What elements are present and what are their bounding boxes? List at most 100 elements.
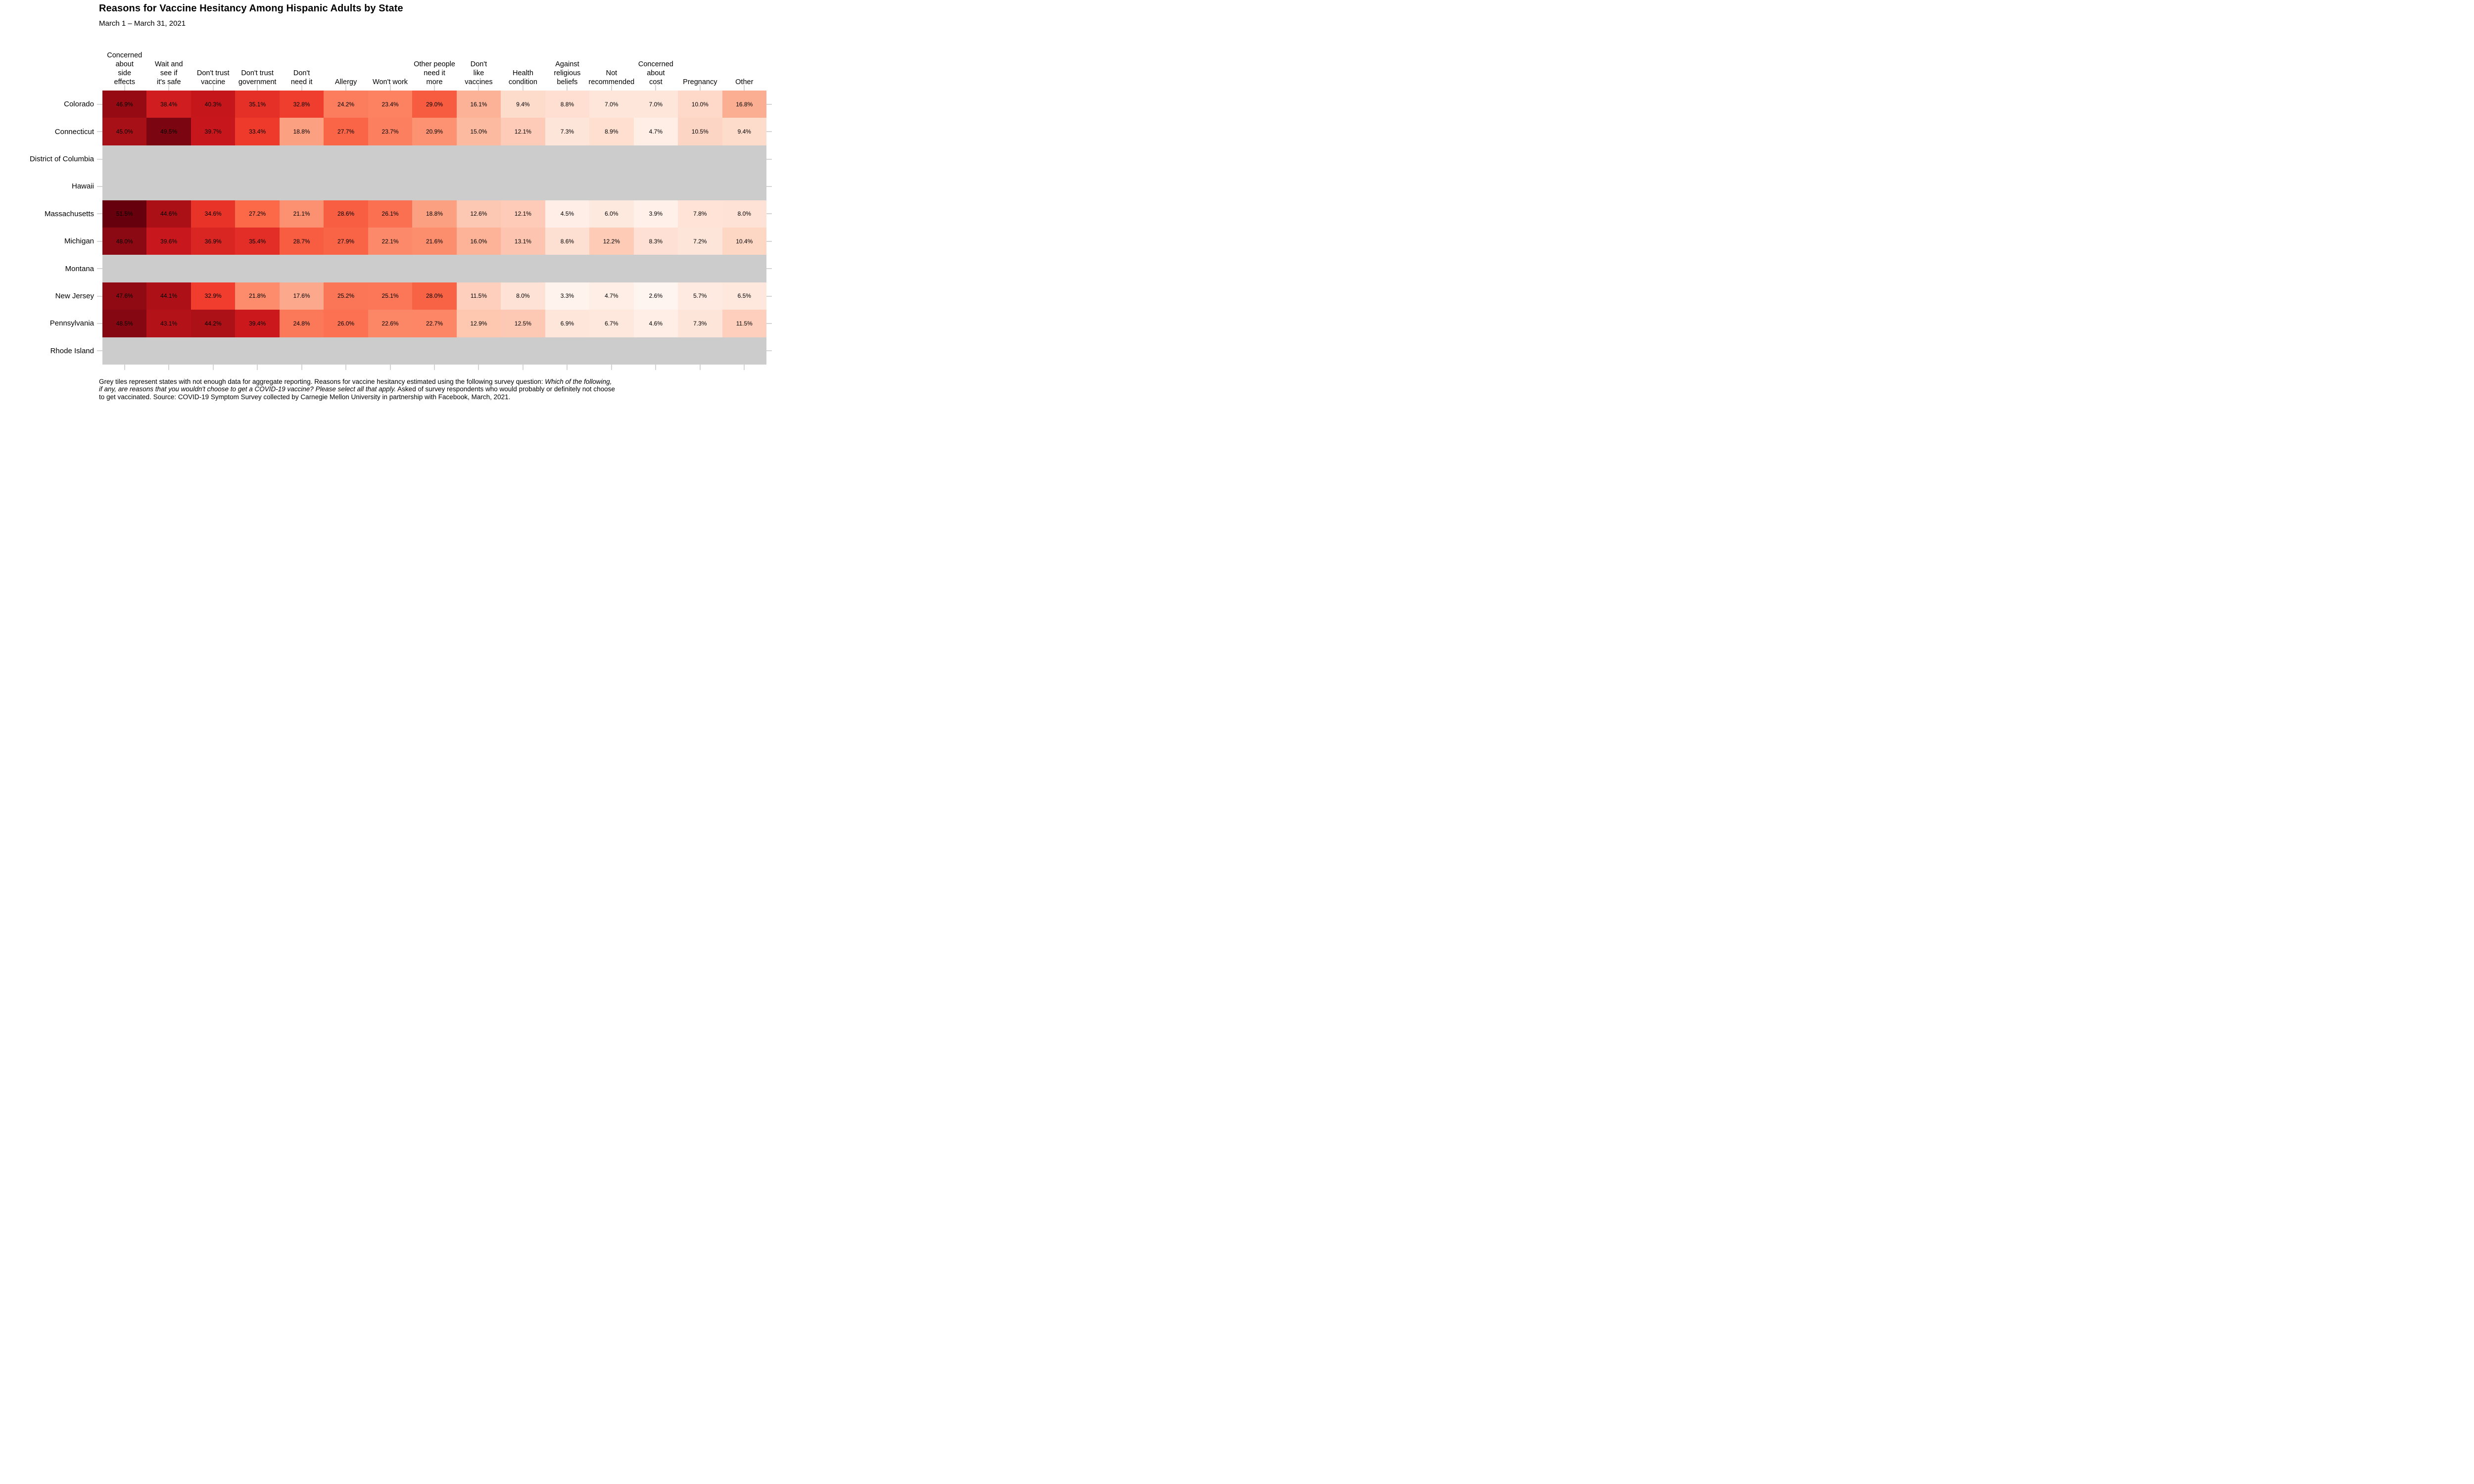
column-header: Pregnancy	[678, 45, 722, 87]
column-header-text: Don't trust government	[238, 69, 277, 87]
heatmap-cell: 9.4%	[501, 91, 545, 118]
axis-tick	[766, 158, 772, 160]
axis-tick	[766, 268, 772, 270]
row-labels: Colorado Connecticut District of Columbia H…	[0, 91, 94, 365]
tick-slot	[766, 91, 772, 118]
tick-slot	[678, 85, 722, 91]
heatmap-cell-missing	[633, 337, 678, 365]
axis-tick	[301, 365, 302, 370]
heatmap-cell-missing	[102, 145, 147, 173]
column-header-line: Other	[735, 78, 754, 86]
axis-tick	[766, 323, 772, 324]
axis-tick	[168, 85, 170, 91]
heatmap-cell: 6.0%	[589, 200, 634, 228]
column-header-line: more	[426, 78, 443, 86]
column-header: Don't like vaccines	[457, 45, 501, 87]
column-header-line: Concerned	[638, 60, 673, 68]
tick-slot	[280, 85, 324, 91]
heatmap-cell: 4.7%	[589, 282, 634, 310]
axis-tick	[389, 365, 391, 370]
axis-tick	[744, 85, 745, 91]
heatmap-cell: 49.5%	[146, 118, 191, 145]
heatmap-cell-missing	[589, 255, 634, 282]
heatmap-cell: 44.2%	[190, 310, 236, 337]
axis-tick	[212, 365, 214, 370]
column-header-line: Pregnancy	[683, 78, 717, 86]
heatmap-cell: 3.3%	[545, 282, 590, 310]
axis-tick	[478, 365, 479, 370]
heatmap-cell-missing	[235, 145, 280, 173]
heatmap-cell-missing	[235, 337, 280, 365]
heatmap-cell: 23.7%	[368, 118, 413, 145]
heatmap-cell: 12.9%	[456, 310, 501, 337]
footnote: Grey tiles represent states with not eno…	[99, 378, 615, 401]
tick-slot	[501, 85, 545, 91]
heatmap-cell-missing	[324, 145, 368, 173]
heatmap-cell-missing	[324, 173, 368, 200]
axis-tick	[97, 240, 102, 242]
row-label: Michigan	[64, 237, 94, 246]
column-header-line: like	[473, 69, 484, 77]
tick-slot	[589, 365, 633, 370]
tick-slot	[766, 310, 772, 337]
heatmap-cell: 23.4%	[368, 91, 413, 118]
heatmap-cell: 7.8%	[678, 200, 722, 228]
axis-tick	[766, 240, 772, 242]
heatmap-cell-missing	[633, 145, 678, 173]
heatmap-cell: 10.4%	[722, 228, 766, 255]
heatmap-cell: 22.6%	[368, 310, 413, 337]
footnote-segment: Asked of survey respondents who would pr…	[396, 385, 615, 393]
heatmap-cell: 11.5%	[722, 310, 766, 337]
tick-slot	[97, 228, 102, 255]
heatmap-cell: 7.2%	[678, 228, 722, 255]
heatmap-cell-missing	[235, 173, 280, 200]
column-header: Don't need it	[280, 45, 324, 87]
column-header-line: condition	[508, 78, 537, 86]
heatmap-cell: 8.0%	[722, 200, 766, 228]
heatmap-cell: 35.1%	[235, 91, 280, 118]
heatmap-cell: 51.5%	[102, 200, 147, 228]
tick-slot	[412, 85, 456, 91]
column-header-text: Don't trust vaccine	[197, 69, 230, 87]
axis-tick	[567, 85, 568, 91]
heatmap-cell: 22.1%	[368, 228, 413, 255]
heatmap-cell-missing	[501, 145, 545, 173]
tick-slot	[146, 85, 190, 91]
column-header-line: Health	[512, 69, 533, 77]
heatmap-cell-missing	[102, 255, 147, 282]
heatmap-cell-missing	[722, 145, 766, 173]
axis-tick	[434, 365, 435, 370]
axis-tick	[97, 131, 102, 133]
heatmap-cell-missing	[368, 145, 413, 173]
column-header-line: about	[115, 60, 134, 68]
heatmap-cell: 7.3%	[678, 310, 722, 337]
column-header-line: Don't trust	[241, 69, 274, 77]
tick-slot	[235, 85, 279, 91]
tick-slot	[102, 85, 146, 91]
axis-tick	[766, 295, 772, 297]
heatmap-cell-missing	[368, 173, 413, 200]
column-header: Not recommended	[589, 45, 635, 87]
row-label: New Jersey	[55, 292, 94, 301]
axis-tick	[699, 85, 701, 91]
column-header-line: religious	[554, 69, 581, 77]
column-header-text: Concerned about side effects	[107, 51, 142, 87]
column-header-line: cost	[649, 78, 663, 86]
heatmap-cell: 40.3%	[190, 91, 236, 118]
tick-slot	[766, 282, 772, 310]
tick-slot	[97, 91, 102, 118]
heatmap-cell: 22.7%	[412, 310, 457, 337]
heatmap-cell: 2.6%	[633, 282, 678, 310]
heatmap-cell-missing	[678, 173, 722, 200]
chart-title: Reasons for Vaccine Hesitancy Among Hisp…	[99, 3, 403, 14]
axis-tick	[699, 365, 701, 370]
heatmap-cell: 3.9%	[633, 200, 678, 228]
column-header-line: effects	[114, 78, 135, 86]
row-label: District of Columbia	[29, 155, 94, 164]
axis-ticks-bottom	[102, 365, 766, 370]
tick-slot	[368, 365, 412, 370]
heatmap-cell-missing	[102, 173, 147, 200]
column-header-text: Against religious beliefs	[554, 60, 580, 87]
column-header-text: Allergy	[335, 78, 357, 87]
heatmap-cell: 10.0%	[678, 91, 722, 118]
